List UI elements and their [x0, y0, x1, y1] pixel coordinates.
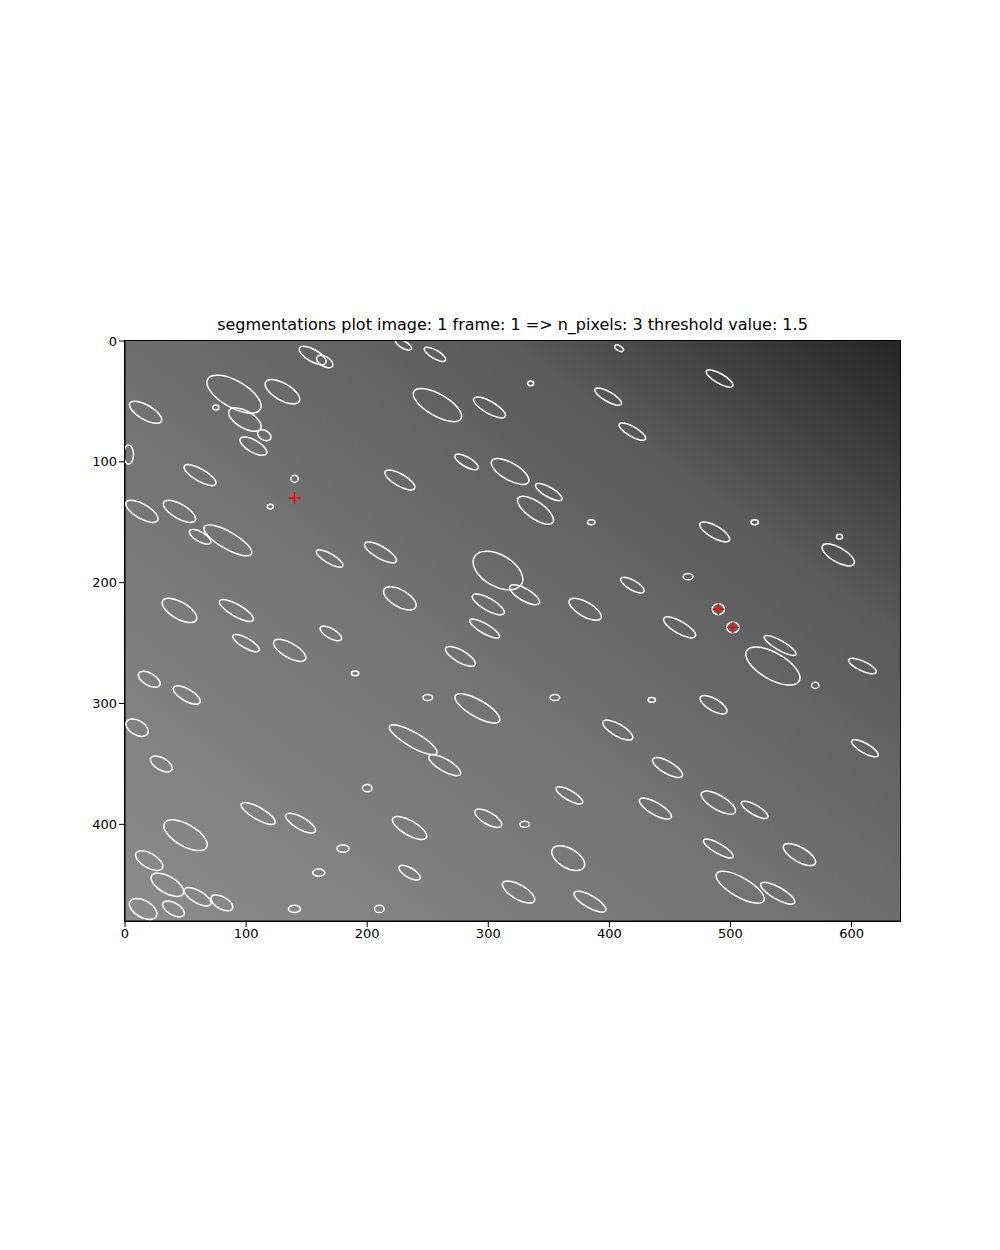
svg-text:0: 0 [121, 926, 129, 941]
svg-text:100: 100 [92, 454, 117, 469]
svg-text:300: 300 [476, 926, 501, 941]
svg-text:400: 400 [597, 926, 622, 941]
svg-text:500: 500 [718, 926, 743, 941]
svg-text:200: 200 [92, 575, 117, 590]
svg-text:0: 0 [109, 334, 117, 349]
svg-text:400: 400 [92, 817, 117, 832]
svg-text:300: 300 [92, 696, 117, 711]
svg-text:600: 600 [839, 926, 864, 941]
svg-text:200: 200 [355, 926, 380, 941]
html-text:segmentations plot image: 1 fr: segmentations plot image: 1 frame: 1 => … [217, 315, 808, 334]
svg-text:100: 100 [234, 926, 259, 941]
